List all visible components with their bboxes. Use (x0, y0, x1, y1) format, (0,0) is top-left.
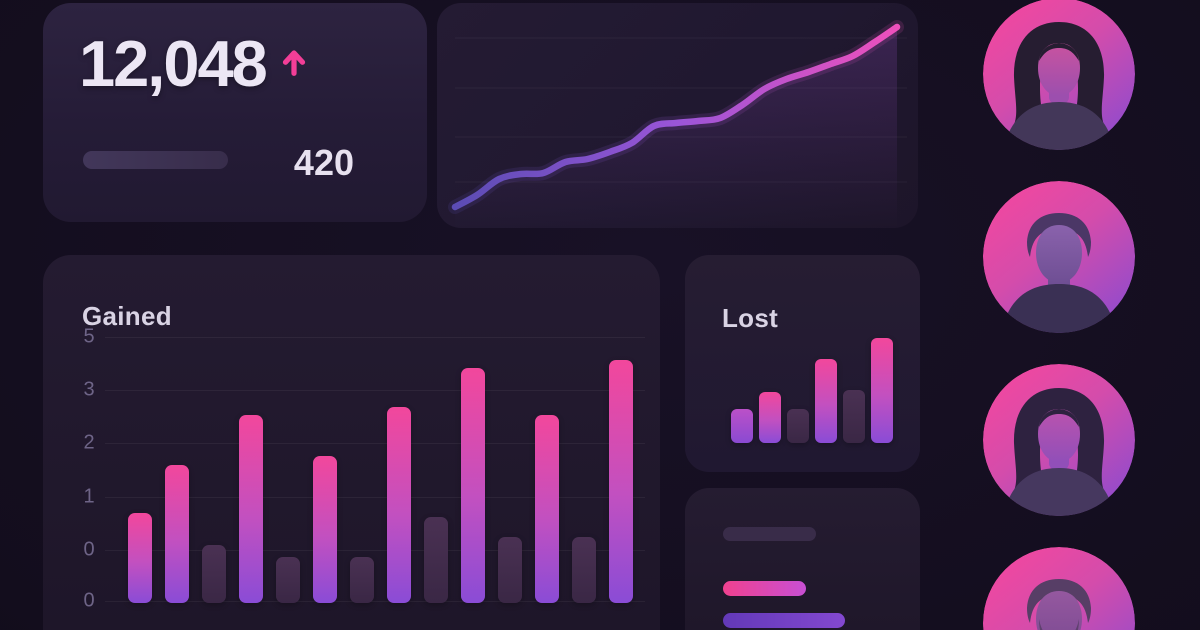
lost-card-title: Lost (722, 302, 779, 333)
summary-line-1 (723, 527, 816, 541)
lost-bar (759, 392, 781, 443)
progress-bar (83, 151, 228, 169)
gained-ytick-label: 0 (83, 589, 95, 612)
gained-card-title: Gained (82, 300, 172, 331)
lost-bar (843, 390, 865, 443)
gained-gridline (105, 497, 645, 498)
gained-chart-card: Gained 5 3 2 1 0 0 (43, 255, 660, 630)
gained-bar (609, 360, 633, 603)
gained-bar (165, 465, 189, 603)
avatar-column (983, 0, 1135, 630)
female-silhouette-icon (983, 364, 1135, 516)
gained-gridline (105, 443, 645, 444)
stat-secondary-value: 420 (293, 142, 354, 183)
stat-card: 12,048 420 (43, 3, 427, 222)
gained-bar (498, 537, 522, 603)
gained-bar-group (128, 360, 633, 603)
lost-bar (787, 409, 809, 443)
gained-bar (535, 415, 559, 603)
gained-ytick-label: 0 (83, 538, 95, 561)
user-avatar-male-4[interactable] (983, 547, 1135, 630)
arrow-up-icon (282, 49, 305, 76)
user-avatar-male-2[interactable] (983, 181, 1135, 333)
gained-ytick-label: 3 (83, 378, 95, 401)
gained-ytick-label: 2 (83, 431, 95, 454)
gained-bar (313, 456, 337, 603)
lost-bar (731, 409, 753, 443)
gained-bar (424, 517, 448, 603)
growth-line-chart (448, 20, 907, 228)
lost-bar (871, 338, 893, 443)
stat-row: 12,048 (79, 31, 309, 96)
gained-gridline (105, 337, 645, 338)
lost-bar (815, 359, 837, 443)
stat-value: 12,048 (79, 27, 268, 100)
gained-bar (461, 368, 485, 603)
gained-gridline (105, 390, 645, 391)
gained-bar (276, 557, 300, 603)
summary-line-3 (723, 613, 845, 628)
gained-bar (387, 407, 411, 603)
gained-bar (239, 415, 263, 603)
male-silhouette-icon (983, 181, 1135, 333)
gained-ytick-label: 5 (83, 325, 95, 348)
gained-gridline (105, 550, 645, 551)
female-silhouette-icon (983, 0, 1135, 150)
gained-ytick-label: 1 (83, 485, 95, 508)
gained-gridline (105, 601, 645, 602)
summary-lines (723, 527, 845, 628)
user-avatar-female-3[interactable] (983, 364, 1135, 516)
gained-bar (572, 537, 596, 603)
male-silhouette-icon (983, 547, 1135, 630)
lost-bar-group (731, 338, 893, 443)
user-avatar-female-1[interactable] (983, 0, 1135, 150)
gained-bar (202, 545, 226, 603)
gained-bar (128, 513, 152, 603)
summary-card (685, 488, 920, 630)
lost-chart-card: Lost (685, 255, 920, 472)
summary-line-2 (723, 581, 806, 596)
gained-bar (350, 557, 374, 603)
growth-chart-card (437, 3, 918, 228)
